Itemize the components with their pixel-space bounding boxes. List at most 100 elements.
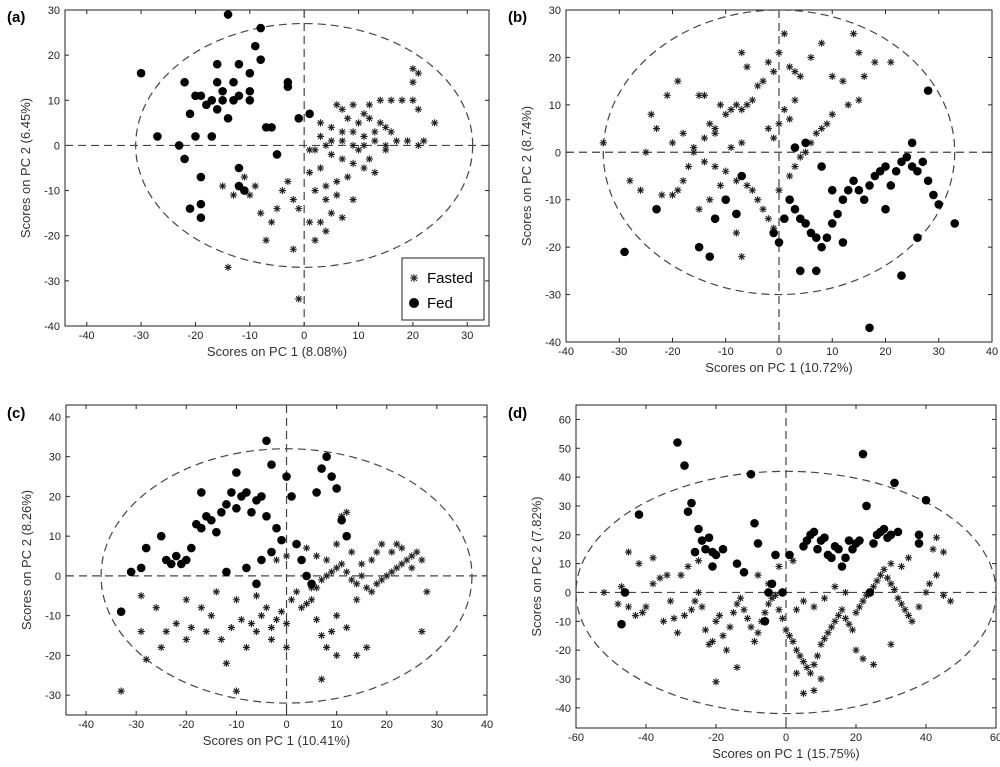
fed-point <box>116 607 126 616</box>
x-tick-label: -40 <box>79 330 95 342</box>
fed-point <box>267 460 276 469</box>
y-tick-label: -40 <box>44 321 60 333</box>
fasted-point <box>365 101 374 109</box>
fasted-point <box>373 548 381 556</box>
fed-point <box>865 181 874 190</box>
fed-point <box>287 492 296 501</box>
fasted-point <box>240 173 248 181</box>
fasted-point <box>302 600 311 608</box>
fasted-point <box>251 182 259 190</box>
legend-fed-label: Fed <box>427 295 453 312</box>
fed-point <box>841 553 850 563</box>
fasted-point <box>312 552 321 560</box>
y-tick-label: 10 <box>559 559 571 571</box>
fasted-point <box>666 597 675 605</box>
x-tick-label: -20 <box>665 346 681 358</box>
fed-point <box>934 200 944 209</box>
fasted-point <box>257 612 266 620</box>
fed-point <box>327 472 336 481</box>
fasted-point <box>820 594 829 602</box>
y-tick-label: -10 <box>545 195 561 207</box>
x-tick-label: -10 <box>718 346 734 358</box>
fasted-point <box>227 623 235 632</box>
fasted-point <box>353 596 361 604</box>
fed-point <box>811 233 821 242</box>
fasted-point <box>768 594 776 602</box>
y-tick-label: -40 <box>555 703 571 715</box>
fed-point <box>207 515 216 525</box>
fed-point <box>282 472 291 481</box>
fasted-point <box>142 655 150 663</box>
y-tick-label: -30 <box>555 674 571 686</box>
fed-point <box>858 449 868 459</box>
fasted-point <box>353 580 361 588</box>
fasted-point <box>382 123 390 131</box>
fed-point <box>913 166 922 176</box>
fasted-point <box>869 660 878 669</box>
fasted-point <box>764 58 772 66</box>
fasted-point <box>904 611 913 620</box>
fasted-point <box>817 675 825 683</box>
fasted-point <box>287 596 296 604</box>
fasted-point <box>677 571 685 579</box>
fasted-point <box>659 617 668 625</box>
fasted-point <box>810 686 818 695</box>
fasted-point <box>344 114 352 122</box>
fasted-point <box>839 77 847 85</box>
fed-point <box>156 531 166 541</box>
fasted-point <box>897 600 906 608</box>
fed-point <box>292 539 301 549</box>
fasted-point <box>373 580 381 588</box>
fasted-point <box>818 39 826 47</box>
fasted-point <box>732 177 740 185</box>
fed-point <box>196 213 206 222</box>
fed-point <box>222 567 231 577</box>
fed-point <box>890 478 899 488</box>
fasted-point <box>624 548 633 556</box>
fasted-point <box>855 603 864 611</box>
fed-point <box>721 195 731 205</box>
fed-point <box>869 539 878 548</box>
fed-point <box>750 518 759 528</box>
fasted-point <box>333 101 341 109</box>
fasted-point <box>349 101 357 109</box>
fed-point <box>918 157 928 167</box>
fed-point <box>322 452 331 461</box>
fasted-point <box>338 105 346 113</box>
fed-point <box>718 544 728 554</box>
fasted-point <box>382 141 390 150</box>
confidence-ellipse <box>135 22 474 268</box>
fed-point <box>822 233 832 242</box>
plot-data-layer <box>566 10 992 342</box>
fasted-point <box>316 218 325 226</box>
fasted-point <box>617 583 626 591</box>
fasted-point <box>316 119 325 127</box>
fasted-point <box>844 101 852 109</box>
fasted-point <box>834 611 843 620</box>
fed-point <box>886 530 896 540</box>
fasted-point <box>789 637 797 646</box>
x-tick-label: -10 <box>242 330 258 342</box>
fasted-point <box>376 119 384 127</box>
fed-point <box>262 511 271 521</box>
x-axis-label: Scores on PC 1 (8.08%) <box>207 344 347 359</box>
fasted-point <box>652 124 661 133</box>
fed-point <box>893 527 903 537</box>
legend-fasted-label: Fasted <box>427 270 473 287</box>
fasted-point <box>887 640 895 648</box>
fasted-point <box>323 556 331 564</box>
fasted-point <box>354 146 363 154</box>
fasted-point <box>344 173 352 181</box>
fasted-point <box>715 611 724 620</box>
y-tick-label: 10 <box>49 531 61 543</box>
fasted-point <box>712 617 720 625</box>
fasted-point <box>343 568 351 576</box>
fasted-point <box>690 143 698 152</box>
fasted-point <box>722 167 730 175</box>
fasted-point <box>327 209 335 217</box>
fasted-point <box>684 562 692 571</box>
panel-label: (a) <box>7 9 25 26</box>
fasted-point <box>187 623 195 632</box>
fed-point <box>796 266 805 276</box>
